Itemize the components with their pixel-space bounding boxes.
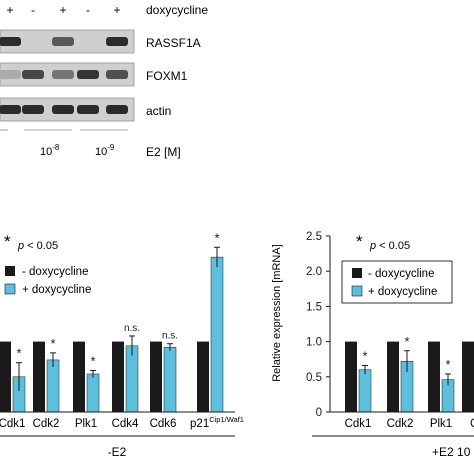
legend-label-plus-dox: + doxycycline [22,284,91,296]
significance-marker: * [404,334,409,349]
significance-star: * [356,232,363,251]
x-axis-group-label: +E2 10 [432,445,471,459]
bar-minus-doxycycline [0,341,11,412]
blot-band [52,70,74,79]
bar-plus-doxycycline [46,359,60,413]
significance-note: p < 0.05 [369,240,410,252]
legend: - doxycycline + doxycycline [4,266,91,296]
row-label-actin: actin [146,104,171,118]
significance-marker: n.s. [124,323,140,334]
y-tick-label: 0.5 [306,372,322,384]
category-label: Cdk1 [345,418,372,430]
bar-plus-doxycycline [125,345,139,413]
treatment-sign: + [113,3,120,17]
legend-swatch-plus-dox [4,283,16,295]
significance-marker: * [16,346,21,361]
y-tick-label: 0 [316,407,322,419]
e2-dose-label: 10-9 [95,143,115,158]
category-label: C [470,418,474,430]
blot-band [106,37,128,46]
chart-minus-e2: * * * n.s. n.s. * -E2 * p < 0.05 - doxycyclin… [0,230,244,459]
significance-marker: * [50,336,55,351]
category-label: Cdk2 [387,418,414,430]
bar-minus-doxycycline [345,341,357,412]
bar-minus-doxycycline [462,341,474,412]
bar-plus-doxycycline [163,346,177,413]
significance-star: * [4,232,11,251]
e2-dose-label: 10-8 [40,143,60,158]
blot-band [106,70,128,79]
y-tick-label: 2.0 [306,266,322,278]
significance-marker: * [90,353,95,368]
x-axis-group-label: -E2 [108,445,127,459]
actin-bands [0,105,128,114]
blot-band [106,105,128,114]
y-axis: 0 0.5 1.0 1.5 2.0 2.5 [306,231,331,419]
bar-plus-doxycycline [86,373,100,413]
y-tick-label: 1.0 [306,337,322,349]
y-tick-label: 1.5 [306,301,322,313]
blot-band [22,105,44,114]
plot-bars: * * * n.s. n.s. * [0,230,224,413]
legend-swatch-minus-dox [5,266,15,276]
western-blot: + - + - + doxycycline RASSF1A FOXM1 acti… [0,3,208,159]
foxm1-bands [0,70,128,79]
blot-band [77,105,99,114]
doxycycline-header: doxycycline [146,3,208,17]
treatment-sign: + [6,3,13,17]
bar-minus-doxycycline [387,341,399,412]
blot-band [22,70,44,79]
legend-label-plus-dox: + doxycycline [368,286,437,298]
legend-label-minus-dox: - doxycycline [22,266,88,278]
bar-plus-doxycycline [358,369,372,413]
treatment-sign: + [59,3,66,17]
category-label: Cdk4 [112,418,139,430]
blot-band [77,70,99,79]
y-axis-title: Relative expression [mRNA] [271,244,283,382]
blot-band [52,105,74,114]
y-tick-label: 2.5 [306,231,322,243]
category-label: Plk1 [75,418,97,430]
e2-label: E2 [M] [146,145,181,159]
significance-marker: * [445,357,450,372]
significance-note: p < 0.05 [17,240,58,252]
category-label: Cdk2 [33,418,60,430]
blot-band [52,37,74,46]
row-label-foxm1: FOXM1 [146,69,188,83]
treatment-sign: - [86,3,90,17]
bar-minus-doxycycline [33,341,45,412]
bar-minus-doxycycline [150,341,162,412]
legend: - doxycycline + doxycycline [341,260,453,304]
bar-minus-doxycycline [197,341,209,412]
bar-plus-doxycycline [210,256,224,413]
significance-marker: n.s. [162,331,178,342]
treatment-sign: - [31,3,35,17]
bar-minus-doxycycline [428,341,440,412]
row-label-rassf1a: RASSF1A [146,36,201,50]
chart-plus-e2: Relative expression [mRNA] 0 0.5 1.0 1.5 2.0… [271,231,474,459]
blot-band [0,37,21,46]
category-label: p21Cip1/Waf1 [190,415,244,430]
plot-bars: * * * [345,334,474,413]
legend-label-minus-dox: - doxycycline [368,268,434,280]
bar-minus-doxycycline [112,341,124,412]
significance-marker: * [362,349,367,364]
category-label: Cdk6 [150,418,177,430]
bar-minus-doxycycline [73,341,85,412]
legend-swatch-minus-dox [352,268,362,278]
blot-band [0,105,21,114]
significance-marker: * [214,230,219,245]
rassf1a-bands [0,37,128,46]
category-label: Cdk1 [0,418,25,430]
legend-swatch-plus-dox [351,285,363,297]
category-label: Plk1 [430,418,452,430]
blot-band [0,70,21,79]
